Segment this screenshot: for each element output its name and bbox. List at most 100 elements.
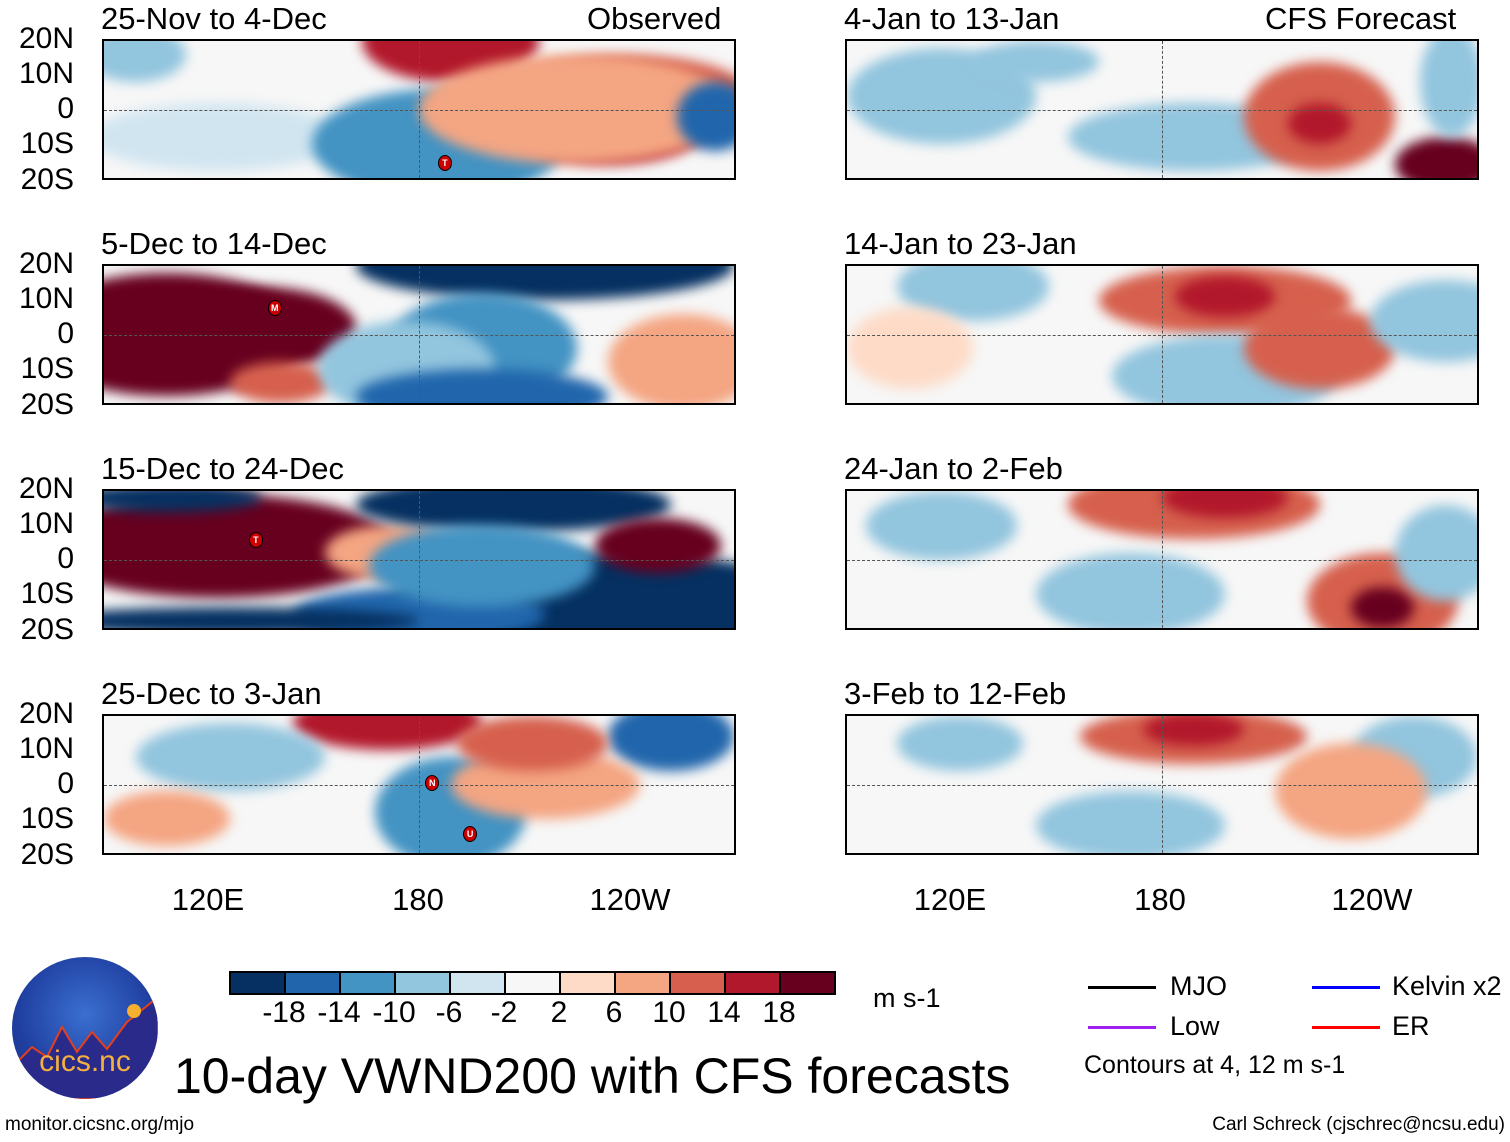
map-panel: T [102,39,736,180]
mountain-icon [12,995,158,1099]
panel-title: 25-Nov to 4-Dec [101,1,327,36]
panel-title: 15-Dec to 24-Dec [101,451,344,486]
panel-title: 14-Jan to 23-Jan [844,226,1077,261]
lat-label: 20N [18,697,74,730]
shading-region [1288,102,1351,144]
colorbar-label: 10 [652,996,686,1029]
lat-label: 20S [20,388,74,421]
lat-label: 0 [57,92,74,125]
lat-label: 10S [20,352,74,385]
map-panel [845,714,1479,855]
shading-region [1174,275,1276,317]
shading-region [230,361,331,403]
shading-region [1420,41,1477,137]
shading-region [293,716,482,751]
shading-region [356,266,734,301]
lat-label: 10N [18,507,74,540]
legend-line-er [1312,1026,1380,1029]
legend-line-mjo [1088,986,1156,989]
legend-label-er: ER [1392,1011,1430,1041]
lon-label: 180 [392,882,444,917]
lat-label: 10S [20,127,74,160]
colorbar-swatch [781,973,834,993]
lat-label: 10N [18,57,74,90]
colorbar-label: 6 [605,996,623,1029]
storm-marker: U [463,825,478,842]
lat-label: 0 [57,767,74,800]
shading-region [104,791,230,847]
lat-label: 0 [57,317,74,350]
legend-line-low [1088,1026,1156,1029]
shading-region [1036,552,1225,628]
dateline [419,41,420,178]
lat-label: 10N [18,282,74,315]
observed-header: Observed [587,1,722,36]
dateline [419,266,420,403]
colorbar-label: -6 [435,996,463,1029]
colorbar-swatch [506,973,561,993]
lat-label: 20S [20,838,74,871]
legend-line-kelvin [1312,986,1380,989]
colorbar-swatch [561,973,616,993]
dateline [1162,491,1163,628]
lon-label: 120E [171,882,245,917]
legend-label-kelvin: Kelvin x2 [1392,971,1502,1001]
lat-label: 10S [20,802,74,835]
forecast-header: CFS Forecast [1265,1,1457,36]
colorbar-swatch [451,973,506,993]
map-panel [845,489,1479,630]
lon-label: 120W [589,882,671,917]
colorbar-label: 2 [550,996,568,1029]
colorbar-swatch [286,973,341,993]
shading-region [104,491,262,512]
panel-title: 25-Dec to 3-Jan [101,676,322,711]
shading-region [677,82,734,151]
shading-region [456,716,608,771]
panel-title: 4-Jan to 13-Jan [844,1,1060,36]
colorbar-swatch [726,973,781,993]
colorbar-swatch [671,973,726,993]
shading-region [104,41,186,83]
shading-region [608,313,734,403]
dateline [1162,716,1163,853]
colorbar-label: 18 [762,996,796,1029]
footer-credit: Carl Schreck (cjschrec@ncsu.edu) [1212,1114,1505,1135]
shading-region [368,525,596,608]
shading-region [897,716,1024,771]
shading-region [1036,791,1225,853]
colorbar-label: -2 [490,996,518,1029]
shading-region [1243,307,1396,390]
legend-label-low: Low [1170,1011,1220,1041]
dateline [419,491,420,628]
colorbar [229,971,836,995]
dateline [419,716,420,853]
colorbar-swatch [341,973,396,993]
cics-logo: cics.nc [12,957,158,1099]
footer-url: monitor.cicsnc.org/mjo [5,1114,195,1135]
panel-title: 24-Jan to 2-Feb [844,451,1063,486]
colorbar-units: m s-1 [873,983,941,1013]
map-panel [845,39,1479,180]
colorbar-swatch [396,973,451,993]
lat-label: 20N [18,22,74,55]
lon-label: 180 [1134,882,1186,917]
shading-region [1395,136,1477,178]
lat-label: 10N [18,732,74,765]
shading-region [1351,586,1414,628]
panel-title: 5-Dec to 14-Dec [101,226,327,261]
shading-region [847,307,973,390]
legend-label-mjo: MJO [1170,971,1227,1001]
shading-region [1143,716,1244,747]
storm-marker: N [425,774,440,791]
storm-marker: T [437,154,452,171]
lon-label: 120W [1331,882,1413,917]
lat-label: 20N [18,472,74,505]
shading-region [865,491,1018,560]
panel-title: 3-Feb to 12-Feb [844,676,1067,711]
colorbar-swatch [231,973,286,993]
map-panel [845,264,1479,405]
shading-region [973,41,1099,83]
lat-label: 0 [57,542,74,575]
colorbar-label: 14 [707,996,741,1029]
